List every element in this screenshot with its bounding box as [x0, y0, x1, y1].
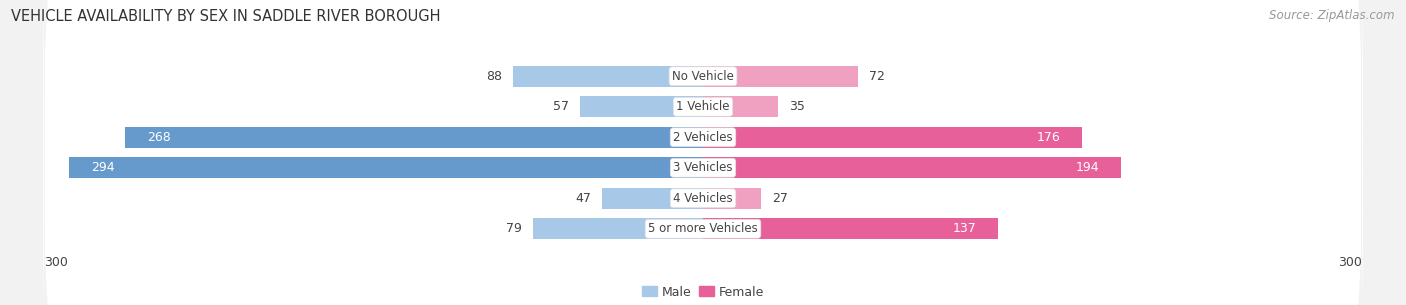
Bar [602, 188, 703, 209]
Text: 88: 88 [486, 70, 502, 83]
Bar [703, 188, 761, 209]
Text: VEHICLE AVAILABILITY BY SEX IN SADDLE RIVER BOROUGH: VEHICLE AVAILABILITY BY SEX IN SADDLE RI… [11, 9, 440, 24]
Bar [703, 218, 998, 239]
FancyBboxPatch shape [44, 61, 1362, 305]
Bar [533, 218, 703, 239]
Bar [703, 66, 858, 87]
Text: 294: 294 [91, 161, 114, 174]
Bar [69, 157, 703, 178]
Text: 4 Vehicles: 4 Vehicles [673, 192, 733, 205]
Text: 176: 176 [1038, 131, 1062, 144]
FancyBboxPatch shape [44, 0, 1362, 274]
Legend: Male, Female: Male, Female [641, 285, 765, 299]
Text: No Vehicle: No Vehicle [672, 70, 734, 83]
Text: Source: ZipAtlas.com: Source: ZipAtlas.com [1270, 9, 1395, 22]
Bar [125, 127, 703, 148]
Bar [703, 127, 1083, 148]
Bar [703, 96, 779, 117]
Text: 268: 268 [146, 131, 170, 144]
Text: 72: 72 [869, 70, 884, 83]
Text: 35: 35 [789, 100, 806, 113]
Bar [513, 66, 703, 87]
FancyBboxPatch shape [44, 0, 1362, 244]
Text: 5 or more Vehicles: 5 or more Vehicles [648, 222, 758, 235]
Text: 1 Vehicle: 1 Vehicle [676, 100, 730, 113]
FancyBboxPatch shape [44, 31, 1362, 305]
Text: 137: 137 [953, 222, 977, 235]
FancyBboxPatch shape [44, 92, 1362, 305]
FancyBboxPatch shape [44, 0, 1362, 213]
Text: 57: 57 [554, 100, 569, 113]
Text: 79: 79 [506, 222, 522, 235]
Bar [703, 157, 1121, 178]
Bar [581, 96, 703, 117]
Text: 3 Vehicles: 3 Vehicles [673, 161, 733, 174]
Text: 47: 47 [575, 192, 591, 205]
Text: 194: 194 [1076, 161, 1099, 174]
Text: 27: 27 [772, 192, 787, 205]
Text: 2 Vehicles: 2 Vehicles [673, 131, 733, 144]
